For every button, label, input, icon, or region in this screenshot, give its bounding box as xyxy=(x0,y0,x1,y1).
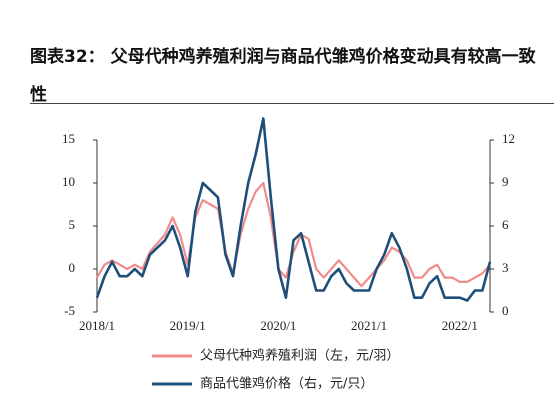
y-tick-label: 0 xyxy=(69,260,76,275)
y-tick-label: -5 xyxy=(64,303,75,318)
x-tick-label: 2020/1 xyxy=(260,318,296,333)
y2-tick-label: 0 xyxy=(502,303,509,318)
x-tick-label: 2018/1 xyxy=(79,318,115,333)
legend-label: 商品代雏鸡价格（右，元/只） xyxy=(200,376,373,392)
series-line xyxy=(96,181,491,288)
x-tick-label: 2022/1 xyxy=(442,318,478,333)
x-tick-label: 2019/1 xyxy=(170,318,206,333)
y2-tick-label: 12 xyxy=(502,131,515,146)
chart-title: 图表32： 父母代种鸡养殖利润与商品代雏鸡价格变动具有较高一致性 xyxy=(30,47,536,105)
y2-tick-label: 3 xyxy=(502,260,509,275)
y-tick-label: 15 xyxy=(62,131,75,146)
y2-tick-label: 9 xyxy=(502,174,509,189)
series-line xyxy=(95,117,492,302)
y-tick-label: 10 xyxy=(62,174,75,189)
title-rule xyxy=(30,103,554,104)
y2-tick-label: 6 xyxy=(502,217,509,232)
y-tick-label: 5 xyxy=(69,217,76,232)
legend-label: 父母代种鸡养殖利润（左，元/羽） xyxy=(200,348,399,364)
x-tick-label: 2021/1 xyxy=(351,318,387,333)
